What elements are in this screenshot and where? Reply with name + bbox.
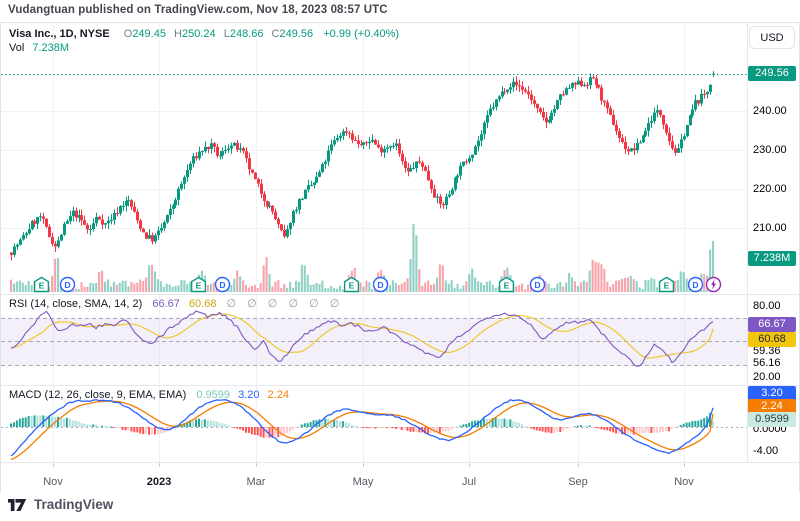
flash-marker[interactable] (705, 276, 722, 293)
earnings-marker[interactable]: E (498, 276, 515, 293)
macd-indicator-name[interactable]: MACD (12, 26, close, 9, EMA, EMA) (9, 389, 187, 401)
price-axis-label: 80.00 (753, 300, 781, 312)
dividend-marker[interactable]: D (214, 276, 231, 293)
open-label: O (123, 28, 133, 40)
price-axis-badge: 7.238M (748, 250, 796, 266)
currency-button[interactable]: USD (749, 26, 795, 49)
time-axis-label: May (352, 476, 374, 488)
macd-line-value: 3.20 (238, 389, 260, 401)
price-axis-badge: 3.20 (748, 385, 796, 401)
time-axis-label: Nov (674, 476, 694, 488)
time-axis-label: Nov (43, 476, 63, 488)
high-label: H (174, 28, 182, 40)
rsi-indicator-name[interactable]: RSI (14, close, SMA, 14, 2) (9, 298, 143, 310)
price-axis-label: 230.00 (753, 144, 787, 156)
close-value: 249.56 (279, 28, 314, 40)
rsi-empty-values: ∅ ∅ ∅ ∅ ∅ ∅ (226, 298, 344, 310)
svg-text:E: E (663, 280, 669, 290)
low-label: L (223, 28, 230, 40)
volume-value: 7.238M (32, 42, 70, 54)
time-axis-label: 2023 (146, 476, 172, 488)
price-axis-label: 220.00 (753, 183, 787, 195)
time-axis[interactable]: Nov 2023 Mar May Jul Sep Nov (1, 462, 799, 493)
time-axis-tick (578, 463, 579, 467)
macd-signal-value: 2.24 (267, 389, 289, 401)
price-axis-label: 210.00 (753, 222, 787, 234)
time-axis-label: Jul (461, 476, 477, 488)
publish-header: Vudangtuan published on TradingView.com,… (8, 4, 388, 16)
symbol-title[interactable]: Visa Inc., 1D, NYSE (9, 28, 110, 40)
open-value: 249.45 (132, 28, 166, 40)
rsi-legend: RSI (14, close, SMA, 14, 2) 66.67 60.68 … (9, 297, 343, 310)
dividend-marker[interactable]: D (59, 276, 76, 293)
time-axis-tick (159, 463, 160, 467)
svg-text:E: E (38, 280, 44, 290)
time-axis-label: Mar (246, 476, 266, 488)
price-axis-badge: 0.9599 (748, 411, 796, 427)
earnings-marker[interactable]: E (190, 276, 207, 293)
dividend-marker[interactable]: D (529, 276, 546, 293)
macd-hist-value: 0.9599 (196, 389, 230, 401)
footer-brand-text[interactable]: TradingView (34, 497, 114, 512)
svg-text:D: D (64, 279, 70, 289)
dividend-marker[interactable]: D (372, 276, 389, 293)
volume-label[interactable]: Vol (9, 42, 25, 54)
price-axis-badge: 249.56 (748, 65, 796, 81)
svg-text:E: E (195, 280, 201, 290)
svg-text:E: E (348, 280, 354, 290)
tradingview-logo-icon[interactable] (8, 498, 27, 512)
low-value: 248.66 (229, 28, 264, 40)
svg-text:D: D (534, 279, 540, 289)
footer: TradingView (8, 497, 113, 512)
price-axis-label: -4.00 (753, 445, 779, 457)
macd-pane-separator[interactable] (1, 385, 799, 386)
earnings-marker[interactable]: E (658, 276, 675, 293)
time-axis-tick (469, 463, 470, 467)
price-axis-badge: 2.24 (748, 398, 796, 414)
svg-text:D: D (377, 279, 383, 289)
svg-text:D: D (219, 279, 225, 289)
svg-text:D: D (692, 279, 698, 289)
high-value: 250.24 (181, 28, 216, 40)
time-axis-tick (256, 463, 257, 467)
macd-legend: MACD (12, 26, close, 9, EMA, EMA) 0.9599… (9, 389, 289, 401)
time-axis-tick (53, 463, 54, 467)
price-axis-badge: 60.68 (748, 331, 796, 347)
price-axis-badge: 66.67 (748, 316, 796, 332)
earnings-marker[interactable]: E (343, 276, 360, 293)
dividend-marker[interactable]: D (687, 276, 704, 293)
time-axis-label: Sep (568, 476, 588, 488)
symbol-legend: Visa Inc., 1D, NYSE O249.45 H250.24 L248… (9, 28, 399, 40)
svg-text:E: E (503, 280, 509, 290)
earnings-marker[interactable]: E (33, 276, 50, 293)
rsi-ma-value: 60.68 (188, 298, 217, 310)
rsi-value: 66.67 (152, 298, 180, 310)
change-value: +0.99 (+0.40%) (323, 28, 400, 40)
rsi-pane-separator[interactable] (1, 294, 799, 295)
time-axis-tick (684, 463, 685, 467)
price-axis-label: 20.00 (753, 371, 781, 383)
close-label: C (271, 28, 280, 40)
price-axis-separator (747, 23, 748, 462)
price-axis-label: 240.00 (753, 105, 787, 117)
chart-canvas[interactable] (1, 23, 747, 462)
price-axis-label: 59.36 (753, 345, 781, 357)
price-axis-label: 56.16 (753, 357, 781, 369)
volume-legend: Vol 7.238M (9, 42, 69, 54)
time-axis-tick (363, 463, 364, 467)
chart-widget: Visa Inc., 1D, NYSE O249.45 H250.24 L248… (0, 22, 800, 493)
